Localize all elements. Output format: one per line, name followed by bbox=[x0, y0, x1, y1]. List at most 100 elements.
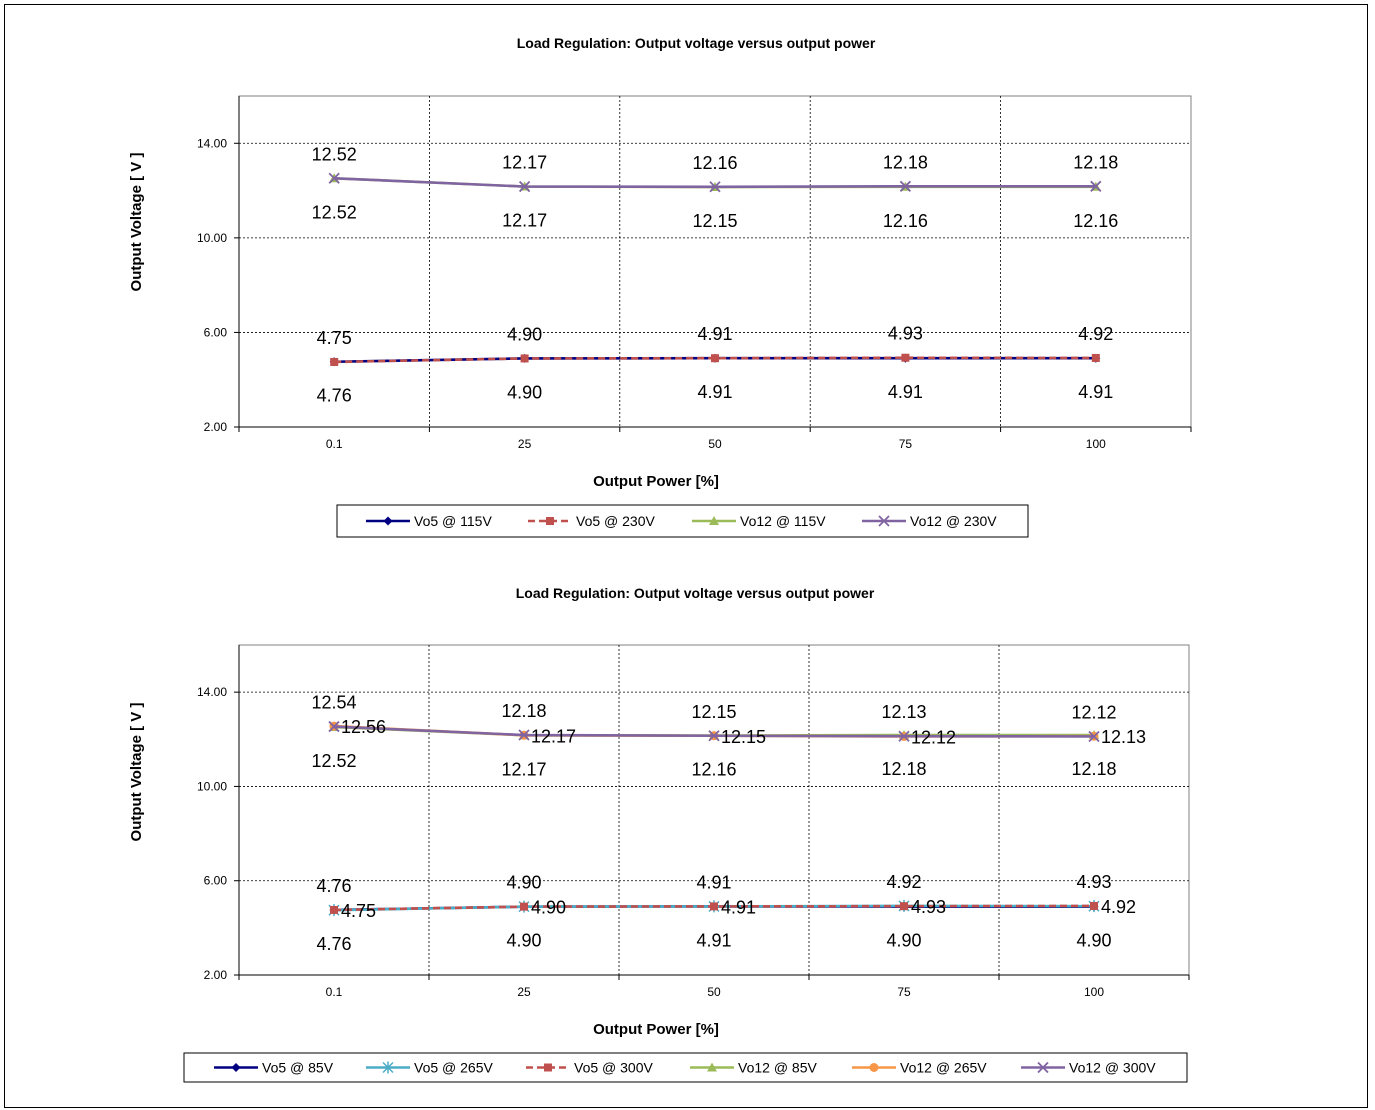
data-point bbox=[520, 902, 528, 911]
chart-title: Load Regulation: Output voltage versus o… bbox=[517, 35, 876, 51]
data-point bbox=[899, 180, 912, 192]
y-axis-label: Output Voltage [ V ] bbox=[128, 703, 145, 842]
legend-marker bbox=[878, 515, 890, 527]
data-label: 12.16 bbox=[1073, 211, 1118, 231]
y-tick-label: 10.00 bbox=[197, 231, 227, 245]
y-tick-label: 10.00 bbox=[197, 779, 227, 793]
data-label: 4.76 bbox=[316, 876, 351, 896]
data-label: 12.54 bbox=[311, 693, 356, 713]
data-label: 4.93 bbox=[1076, 872, 1111, 892]
data-label: 4.90 bbox=[531, 898, 566, 918]
data-label: 4.75 bbox=[341, 901, 376, 921]
data-point bbox=[711, 354, 719, 363]
data-point bbox=[330, 905, 338, 914]
legend-box bbox=[183, 1052, 1188, 1083]
chart-title: Load Regulation: Output voltage versus o… bbox=[516, 585, 875, 601]
legend-marker bbox=[544, 1063, 552, 1072]
data-label: 4.90 bbox=[1076, 931, 1111, 951]
data-label: 12.18 bbox=[1073, 152, 1118, 172]
x-tick-label: 50 bbox=[708, 437, 722, 451]
y-tick-label: 2.00 bbox=[204, 968, 228, 982]
legend-marker bbox=[709, 516, 719, 525]
data-label: 12.12 bbox=[1071, 702, 1116, 722]
data-label: 12.15 bbox=[721, 727, 766, 747]
data-label: 4.91 bbox=[696, 872, 731, 892]
data-label: 12.17 bbox=[531, 726, 576, 746]
x-axis-label: Output Power [%] bbox=[593, 473, 719, 490]
data-label: 4.91 bbox=[1078, 382, 1113, 402]
legend-marker bbox=[546, 517, 554, 525]
data-label: 12.13 bbox=[1101, 727, 1146, 747]
legend-entry: Vo5 @ 300V bbox=[574, 1060, 653, 1076]
data-label: 4.92 bbox=[1078, 324, 1113, 344]
data-point bbox=[709, 181, 721, 193]
legend-marker bbox=[869, 1063, 879, 1072]
legend-entry: Vo12 @ 265V bbox=[900, 1060, 987, 1076]
y-tick-label: 14.00 bbox=[197, 136, 227, 150]
data-label: 4.93 bbox=[888, 324, 923, 344]
data-label: 12.17 bbox=[501, 759, 546, 779]
plot-area bbox=[238, 644, 1190, 976]
x-axis-label: Output Power [%] bbox=[593, 1021, 719, 1038]
data-label: 12.17 bbox=[502, 211, 547, 231]
data-label: 4.91 bbox=[888, 382, 923, 402]
data-label: 4.91 bbox=[696, 930, 731, 950]
data-label: 12.12 bbox=[911, 727, 956, 747]
data-label: 12.16 bbox=[883, 211, 928, 231]
data-label: 12.18 bbox=[501, 701, 546, 721]
data-label: 4.90 bbox=[886, 931, 921, 951]
data-point bbox=[1091, 353, 1100, 362]
y-axis-label: Output Voltage [ V ] bbox=[128, 153, 145, 292]
data-point bbox=[330, 357, 339, 366]
legend-marker bbox=[1037, 1061, 1049, 1074]
data-point bbox=[900, 902, 908, 911]
x-tick-label: 100 bbox=[1086, 437, 1106, 451]
data-point bbox=[518, 729, 530, 741]
y-tick-label: 14.00 bbox=[197, 685, 227, 699]
data-label: 4.90 bbox=[506, 931, 541, 951]
data-point bbox=[898, 730, 910, 742]
data-label: 4.90 bbox=[506, 873, 541, 893]
data-label: 12.52 bbox=[312, 144, 357, 164]
legend-entry: Vo12 @ 230V bbox=[910, 513, 997, 529]
x-tick-label: 75 bbox=[897, 985, 911, 999]
data-point bbox=[1090, 180, 1102, 192]
data-label: 12.18 bbox=[1071, 759, 1116, 779]
data-label: 12.17 bbox=[502, 153, 547, 173]
data-label: 4.91 bbox=[697, 324, 732, 344]
plot-area bbox=[238, 95, 1192, 428]
x-tick-label: 75 bbox=[899, 437, 913, 451]
legend-entry: Vo5 @ 265V bbox=[414, 1060, 493, 1076]
data-label: 12.52 bbox=[311, 751, 356, 771]
y-tick-label: 2.00 bbox=[204, 420, 228, 434]
data-point bbox=[328, 720, 340, 733]
data-label: 12.15 bbox=[691, 702, 736, 722]
data-point bbox=[901, 353, 910, 362]
x-tick-label: 0.1 bbox=[326, 437, 343, 451]
data-label: 4.92 bbox=[1101, 897, 1136, 917]
y-tick-label: 6.00 bbox=[204, 874, 228, 888]
data-point bbox=[708, 730, 720, 742]
data-label: 12.56 bbox=[341, 717, 386, 737]
data-label: 4.90 bbox=[507, 382, 542, 402]
x-tick-label: 25 bbox=[518, 437, 532, 451]
y-tick-label: 6.00 bbox=[204, 325, 228, 339]
data-point bbox=[1090, 901, 1098, 910]
data-label: 4.92 bbox=[886, 872, 921, 892]
data-label: 4.75 bbox=[317, 328, 352, 348]
legend-entry: Vo12 @ 85V bbox=[738, 1060, 817, 1076]
data-label: 4.93 bbox=[911, 897, 946, 917]
data-label: 12.18 bbox=[883, 152, 928, 172]
legend-marker bbox=[707, 1062, 717, 1072]
x-tick-label: 100 bbox=[1084, 985, 1104, 999]
chart-bottom: Load Regulation: Output voltage versus o… bbox=[128, 585, 1190, 1083]
legend-marker bbox=[231, 1063, 241, 1072]
data-label: 12.16 bbox=[691, 760, 736, 780]
x-tick-label: 0.1 bbox=[326, 985, 343, 999]
data-point bbox=[520, 354, 529, 363]
page-frame bbox=[4, 4, 1368, 1108]
data-point bbox=[1088, 730, 1100, 743]
x-tick-label: 50 bbox=[707, 985, 721, 999]
data-point bbox=[710, 902, 718, 911]
data-label: 12.13 bbox=[881, 702, 926, 722]
